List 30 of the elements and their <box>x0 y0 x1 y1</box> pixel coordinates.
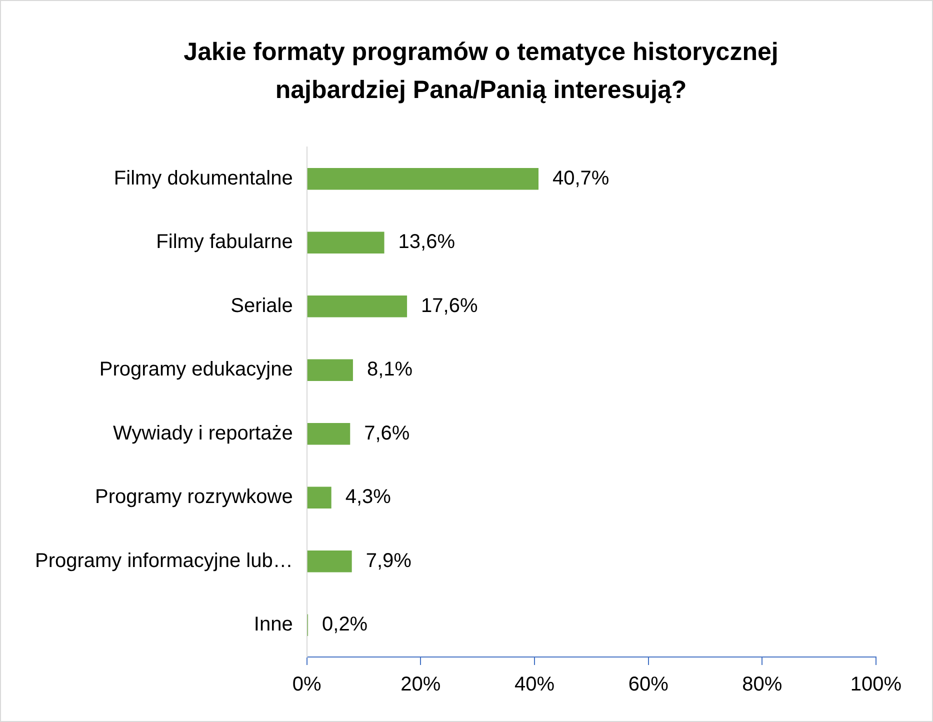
x-tick-label: 0% <box>292 674 322 696</box>
data-label: 17,6% <box>421 294 478 317</box>
bar <box>307 232 384 254</box>
data-label: 7,6% <box>364 422 410 444</box>
y-tick-label: Programy rozrywkowe <box>95 486 293 508</box>
data-label: 40,7% <box>552 167 610 190</box>
data-label: 13,6% <box>398 231 456 254</box>
bar <box>307 486 332 508</box>
y-tick-label: Programy edukacyjne <box>99 358 293 381</box>
data-label: 4,3% <box>345 486 392 508</box>
y-tick-label: Seriale <box>230 294 293 317</box>
x-tick-label: 60% <box>628 674 669 696</box>
y-tick-label: Inne <box>254 614 293 636</box>
x-tick-label: 20% <box>400 674 441 696</box>
x-tick-label: 100% <box>850 674 902 696</box>
bar <box>307 168 539 190</box>
bar <box>307 296 408 318</box>
bar <box>307 423 350 445</box>
data-label: 8,1% <box>366 358 413 381</box>
chart-title: Jakie formaty programów o tematyce historycznej najbardziej Pana/Panią interesują? <box>182 37 780 106</box>
bar <box>307 359 353 381</box>
data-label: 7,9% <box>366 550 412 572</box>
data-label: 0,2% <box>322 614 368 636</box>
y-tick-label: Filmy fabularne <box>156 231 293 254</box>
bar <box>307 550 352 572</box>
y-tick-label: Filmy dokumentalne <box>114 167 293 190</box>
y-tick-label: Programy informacyjne lub… <box>34 550 293 572</box>
x-tick-label: 40% <box>514 674 555 696</box>
x-tick-label: 80% <box>742 674 782 696</box>
y-tick-label: Wywiady i reportaże <box>112 422 293 444</box>
